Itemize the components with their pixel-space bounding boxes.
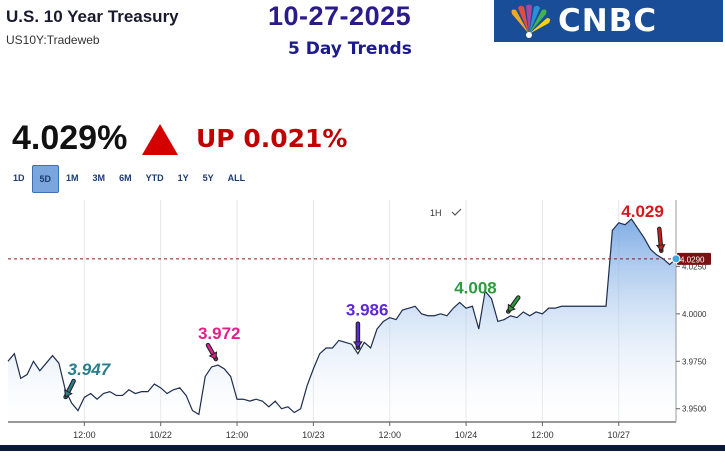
x-tick-label: 10/24 [455,430,478,440]
chart-svg: 1H 3.9500 3.9750 4.0000 4.0250 12:00 10/22 12:0… [7,200,711,440]
annotation-label: 3.972 [198,324,241,343]
annotation-label: 3.986 [346,301,389,320]
up-triangle-icon [142,124,178,155]
tab-all[interactable]: ALL [227,173,246,183]
y-tick-label: 4.0250 [682,262,707,271]
tab-3m[interactable]: 3M [92,173,106,183]
interval-label: 1H [430,208,442,218]
price-change: UP 0.021% [196,124,348,153]
annotation-label: 3.947 [68,360,112,379]
x-tick-label: 10/27 [607,430,630,440]
tab-5y[interactable]: 5Y [202,173,214,183]
current-price: 4.029% [12,119,128,157]
annotation-4-029: 4.029 [621,202,666,254]
arrow-head [64,389,73,398]
annotation-3-986: 3.986 [346,301,389,350]
series-area [8,218,676,422]
date-heading: 10-27-2025 [268,1,412,31]
symbol-label: US10Y:Tradeweb [6,33,100,47]
x-tick-label: 10/22 [149,430,172,440]
page-title: U.S. 10 Year Treasury [6,7,179,26]
tab-ytd[interactable]: YTD [145,173,164,183]
last-price-badge-label: 4.0290 [680,255,705,264]
y-tick-label: 3.9500 [682,405,707,414]
last-point-marker [671,254,681,264]
arrow-head [507,303,516,313]
arrow-head [655,244,666,252]
last-price-badge: 4.0290 [677,252,711,265]
series-line [7,218,677,416]
x-tick-label: 10/23 [302,430,325,440]
y-tick-label: 4.0000 [682,310,707,319]
x-tick-label: 12:00 [73,430,96,440]
logo-text: CNBC [558,3,658,39]
tab-6m[interactable]: 6M [119,173,132,183]
cnbc-logo: CNBC [494,0,723,42]
price-chart: 1H 3.9500 3.9750 4.0000 4.0250 12:00 10/22 12:0… [0,200,725,451]
trend-subtitle: 5 Day Trends [288,39,412,59]
tab-1m[interactable]: 1M [66,173,79,183]
x-tick-label: 12:00 [226,430,249,440]
tab-1d[interactable]: 1D [13,173,25,183]
arrow-head [208,351,218,360]
x-tick-label: 12:00 [531,430,554,440]
peacock-icon [511,4,551,38]
tab-1y[interactable]: 1Y [177,173,189,183]
annotation-label: 4.008 [454,279,497,298]
bottom-bar [0,445,725,451]
annotation-label: 4.029 [621,202,664,221]
last-price-badge-box [677,252,711,265]
annotation-3-972: 3.972 [198,324,241,362]
check-icon [451,208,462,216]
arrow-head [353,341,363,349]
x-tick-label: 12:00 [378,430,401,440]
tab-5d[interactable]: 5D [31,165,60,193]
annotation-4-008: 4.008 [454,279,521,314]
range-tabs: 1D 5D 1M 3M 6M YTD 1Y 5Y ALL [6,165,252,193]
annotation-3-947: 3.947 [63,360,112,400]
y-tick-label: 3.9750 [682,357,707,366]
